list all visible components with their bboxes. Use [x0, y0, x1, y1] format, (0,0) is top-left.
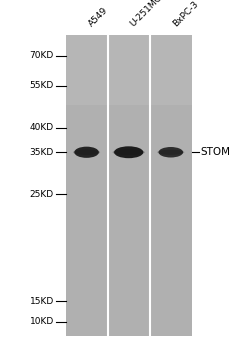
Text: 40KD: 40KD: [30, 123, 54, 132]
Ellipse shape: [74, 147, 99, 158]
Text: STOM: STOM: [200, 147, 230, 157]
Text: 15KD: 15KD: [29, 296, 54, 306]
Text: 70KD: 70KD: [29, 51, 54, 61]
Ellipse shape: [113, 149, 145, 155]
Ellipse shape: [159, 147, 183, 158]
Bar: [66, 35, 192, 336]
Ellipse shape: [157, 150, 184, 155]
Text: 55KD: 55KD: [29, 81, 54, 90]
Text: 35KD: 35KD: [29, 148, 54, 157]
Text: 25KD: 25KD: [30, 190, 54, 199]
Text: 10KD: 10KD: [29, 317, 54, 327]
Text: A549: A549: [87, 5, 109, 28]
Text: U-251MG: U-251MG: [129, 0, 165, 28]
Bar: [66, 35, 192, 105]
Ellipse shape: [73, 149, 100, 155]
Text: BxPC-3: BxPC-3: [171, 0, 200, 28]
Ellipse shape: [114, 146, 143, 158]
